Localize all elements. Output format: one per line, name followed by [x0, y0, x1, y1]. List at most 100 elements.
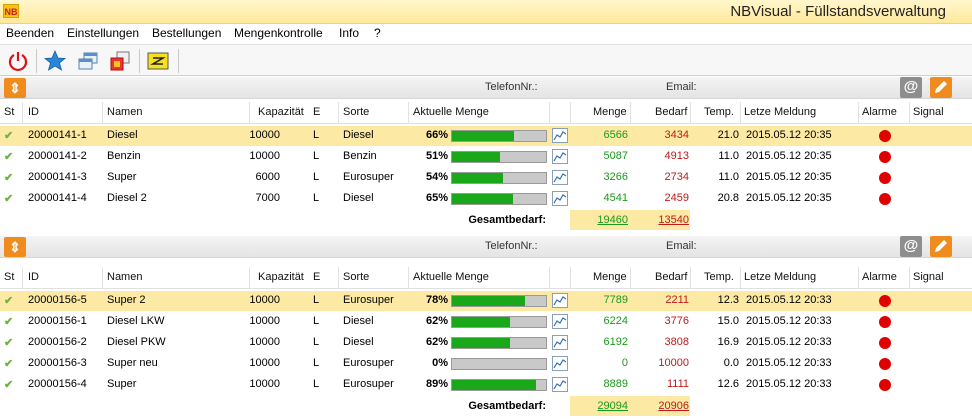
total-menge-link[interactable]: 29094: [597, 400, 628, 412]
chart-icon[interactable]: [552, 191, 568, 206]
table-row[interactable]: ✔ 20000156-2 Diesel PKW 10000 L Diesel 62% 6192…: [0, 333, 972, 353]
table-row[interactable]: ✔ 20000141-1 Diesel 10000 L Diesel 66% 6566 3434…: [0, 126, 972, 146]
table-row[interactable]: ✔ 20000141-4 Diesel 2 7000 L Diesel 65% 4541 245…: [0, 189, 972, 209]
col-id[interactable]: ID: [28, 271, 39, 283]
status-check-icon: ✔: [4, 379, 14, 391]
menu-beenden[interactable]: Beenden: [6, 26, 55, 40]
fill-level-bar: [451, 295, 547, 307]
tank-sorte: Benzin: [343, 150, 377, 162]
col-id[interactable]: ID: [28, 106, 39, 118]
col-e[interactable]: E: [313, 106, 321, 118]
total-bedarf-link[interactable]: 20906: [658, 400, 689, 412]
table-row[interactable]: ✔ 20000156-5 Super 2 10000 L Eurosuper 78% 7789…: [0, 291, 972, 311]
tank-id: 20000156-4: [28, 378, 87, 390]
col-alarme[interactable]: Alarme: [862, 106, 897, 118]
status-check-icon: ✔: [4, 172, 14, 184]
power-icon[interactable]: [6, 49, 30, 73]
menu-bar: Beenden Einstellungen Bestellungen Menge…: [0, 24, 972, 43]
chart-icon[interactable]: [552, 293, 568, 308]
col-namen[interactable]: Namen: [107, 271, 143, 283]
chart-icon[interactable]: [552, 335, 568, 350]
col-bedarf[interactable]: Bedarf: [655, 106, 688, 118]
menu-help[interactable]: ?: [374, 26, 381, 40]
alarm-indicator-icon: [879, 151, 891, 163]
chart-icon[interactable]: [552, 314, 568, 329]
col-alarme[interactable]: Alarme: [862, 271, 897, 283]
table-row[interactable]: ✔ 20000156-3 Super neu 10000 L Eurosuper 0% 0 10…: [0, 354, 972, 374]
col-signal[interactable]: Signal: [913, 106, 944, 118]
last-report: 2015.05.12 20:35: [746, 150, 832, 162]
fill-level-bar: [451, 316, 547, 328]
temp-value: 11.0: [718, 171, 739, 183]
tank-name: Benzin: [107, 150, 141, 162]
sort-arrows-icon[interactable]: ⇕: [4, 237, 26, 257]
bedarf-value: 10000: [658, 357, 689, 369]
col-sorte[interactable]: Sorte: [343, 271, 370, 283]
window-switch-icon[interactable]: [108, 49, 132, 73]
edit-pencil-icon[interactable]: [930, 236, 952, 257]
col-kapazitaet[interactable]: Kapazität: [258, 106, 304, 118]
email-at-icon[interactable]: @: [900, 236, 922, 257]
col-namen[interactable]: Namen: [107, 106, 143, 118]
tank-sorte: Diesel: [343, 192, 374, 204]
menu-einstellungen[interactable]: Einstellungen: [67, 26, 140, 40]
status-check-icon: ✔: [4, 151, 14, 163]
last-report: 2015.05.12 20:35: [746, 171, 832, 183]
fill-percent: 78%: [425, 294, 448, 306]
table-row[interactable]: ✔ 20000156-4 Super 10000 L Eurosuper 89% 8889 11…: [0, 375, 972, 395]
col-menge[interactable]: Menge: [593, 106, 627, 118]
table-row[interactable]: ✔ 20000141-2 Benzin 10000 L Benzin 51% 5087 4913…: [0, 147, 972, 167]
col-st[interactable]: St: [4, 271, 15, 283]
col-letze-meldung[interactable]: Letze Meldung: [744, 106, 817, 118]
col-temp[interactable]: Temp.: [704, 106, 734, 118]
col-menge[interactable]: Menge: [593, 271, 627, 283]
col-aktuelle-menge[interactable]: Aktuelle Menge: [413, 106, 489, 118]
tank-name: Super: [107, 171, 137, 183]
table-row[interactable]: ✔ 20000156-1 Diesel LKW 10000 L Diesel 62% 6224…: [0, 312, 972, 332]
fill-level-bar: [451, 130, 547, 142]
menu-mengenkontrolle[interactable]: Mengenkontrolle: [234, 26, 323, 40]
table-row[interactable]: ✔ 20000141-3 Super 6000 L Eurosuper 54% 3266 273…: [0, 168, 972, 188]
col-temp[interactable]: Temp.: [704, 271, 734, 283]
col-kapazitaet[interactable]: Kapazität: [258, 271, 304, 283]
total-menge-link[interactable]: 19460: [597, 214, 628, 226]
tank-unit: L: [313, 192, 320, 204]
sort-arrows-icon[interactable]: ⇕: [4, 78, 26, 98]
fill-level-bar-value: [452, 317, 510, 327]
chart-icon[interactable]: [552, 377, 568, 392]
fill-percent: 65%: [425, 192, 448, 204]
tank-id: 20000156-3: [28, 357, 87, 369]
bedarf-value: 3776: [664, 315, 689, 327]
status-check-icon: ✔: [4, 337, 14, 349]
col-st[interactable]: St: [4, 106, 15, 118]
chart-icon[interactable]: [552, 356, 568, 371]
tank-name: Super 2: [107, 294, 146, 306]
menu-bestellungen[interactable]: Bestellungen: [152, 26, 222, 40]
star-icon[interactable]: [43, 49, 67, 73]
temp-value: 0.0: [723, 357, 739, 369]
settings-icon[interactable]: [146, 49, 170, 73]
telefon-label: TelefonNr.:: [485, 240, 538, 252]
chart-icon[interactable]: [552, 128, 568, 143]
fill-percent: 89%: [425, 378, 448, 390]
col-bedarf[interactable]: Bedarf: [655, 271, 688, 283]
menu-info[interactable]: Info: [339, 26, 360, 40]
edit-pencil-icon[interactable]: [930, 77, 952, 98]
col-aktuelle-menge[interactable]: Aktuelle Menge: [413, 271, 489, 283]
col-signal[interactable]: Signal: [913, 271, 944, 283]
col-e[interactable]: E: [313, 271, 321, 283]
windows-icon[interactable]: [76, 49, 100, 73]
col-letze-meldung[interactable]: Letze Meldung: [744, 271, 817, 283]
alarm-indicator-icon: [879, 172, 891, 184]
chart-icon[interactable]: [552, 170, 568, 185]
temp-value: 15.0: [717, 315, 739, 327]
col-sorte[interactable]: Sorte: [343, 106, 370, 118]
menge-value: 7789: [603, 294, 628, 306]
tank-id: 20000141-2: [28, 150, 87, 162]
window-title: NBVisual - Füllstandsverwaltung: [730, 3, 946, 20]
email-at-icon[interactable]: @: [900, 77, 922, 98]
tank-unit: L: [313, 171, 320, 183]
chart-icon[interactable]: [552, 149, 568, 164]
temp-value: 20.8: [717, 192, 739, 204]
total-bedarf-link[interactable]: 13540: [658, 214, 689, 226]
